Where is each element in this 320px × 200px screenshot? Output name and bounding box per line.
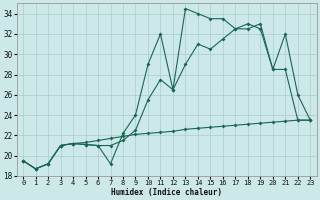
X-axis label: Humidex (Indice chaleur): Humidex (Indice chaleur): [111, 188, 222, 197]
